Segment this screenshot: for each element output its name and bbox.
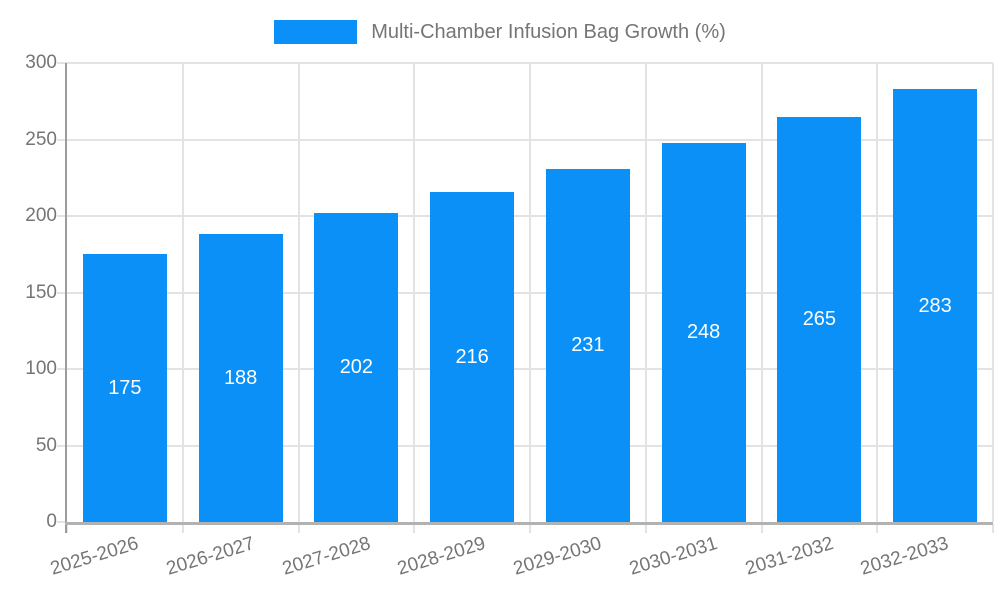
x-tick-label: 2028-2029 <box>395 533 489 580</box>
bar[interactable] <box>314 212 399 522</box>
x-tick-label: 2031-2032 <box>742 533 836 580</box>
y-tick-label: 300 <box>25 52 57 73</box>
bar-value-label: 248 <box>686 321 721 344</box>
bar-value-label: 202 <box>339 356 374 379</box>
x-tick <box>644 524 647 533</box>
x-tick <box>66 524 68 533</box>
x-tick-label: 2032-2033 <box>858 533 952 580</box>
x-tick-label: 2026-2027 <box>163 533 257 580</box>
y-tick <box>57 62 67 64</box>
x-gridline <box>181 63 184 522</box>
x-gridline <box>297 63 300 522</box>
x-gridline <box>760 63 763 522</box>
bar-value-label: 175 <box>108 377 142 400</box>
x-gridline <box>529 63 531 522</box>
x-gridline <box>992 63 994 522</box>
legend-title: Multi-Chamber Infusion Bag Growth (%) <box>371 20 726 43</box>
bar-value-label: 188 <box>223 367 258 390</box>
y-tick-label: 200 <box>25 205 57 226</box>
x-tick <box>297 524 300 533</box>
bar[interactable] <box>430 191 515 522</box>
x-tick <box>876 524 879 533</box>
y-tick-label: 50 <box>35 434 57 456</box>
y-tick <box>57 215 67 217</box>
y-tick <box>57 291 67 294</box>
y-tick <box>57 138 67 141</box>
legend[interactable]: Multi-Chamber Infusion Bag Growth (%) <box>0 20 1000 44</box>
bar[interactable] <box>545 168 630 522</box>
x-tick-label: 2025-2026 <box>47 533 142 580</box>
bar[interactable] <box>82 254 167 522</box>
x-gridline <box>876 63 879 522</box>
bar-value-label: 216 <box>455 345 489 368</box>
bar-value-label: 231 <box>571 334 605 357</box>
y-tick-label: 100 <box>25 358 57 379</box>
x-tick-label: 2030-2031 <box>626 533 720 580</box>
x-gridline <box>413 63 416 522</box>
bar[interactable] <box>198 234 283 522</box>
x-tick <box>760 524 763 533</box>
bar-value-label: 283 <box>918 294 952 317</box>
legend-swatch <box>274 20 358 44</box>
y-axis-line <box>65 63 67 533</box>
x-gridline <box>644 63 647 522</box>
y-tick-label: 250 <box>25 128 57 150</box>
bar-value-label: 265 <box>802 308 837 331</box>
x-tick-label: 2029-2030 <box>510 533 605 580</box>
x-tick <box>992 524 994 533</box>
bar[interactable] <box>777 116 862 522</box>
y-tick-label: 150 <box>25 281 57 303</box>
y-tick-label: 0 <box>46 511 57 532</box>
y-tick <box>57 368 67 370</box>
y-tick <box>57 444 67 447</box>
x-tick <box>529 524 531 533</box>
x-axis-line <box>65 522 993 525</box>
y-tick <box>57 521 67 523</box>
bar[interactable] <box>893 89 978 522</box>
x-tick <box>413 524 416 533</box>
x-tick <box>181 524 184 533</box>
bar[interactable] <box>661 142 746 522</box>
x-tick-label: 2027-2028 <box>279 533 373 580</box>
